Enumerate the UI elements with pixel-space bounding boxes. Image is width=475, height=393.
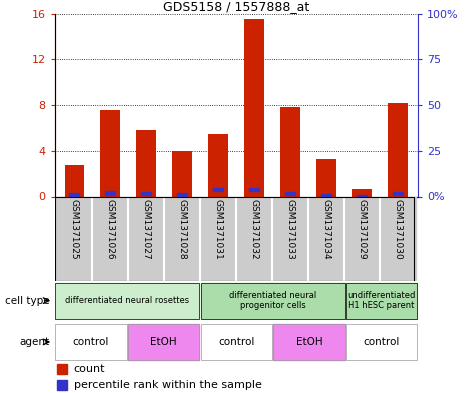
Bar (128, 324, 199, 360)
Bar (128, 196, 164, 281)
Bar (201, 324, 272, 360)
Bar (128, 324, 199, 360)
Title: GDS5158 / 1557888_at: GDS5158 / 1557888_at (163, 0, 309, 13)
Bar (237, 196, 272, 281)
Bar (101, 110, 120, 196)
Bar (285, 192, 295, 195)
Text: cell type: cell type (5, 296, 50, 306)
FancyBboxPatch shape (56, 283, 199, 319)
Bar (272, 196, 308, 281)
Bar (57, 380, 67, 391)
Bar (164, 196, 200, 281)
Bar (245, 20, 264, 196)
Text: count: count (74, 364, 105, 374)
Bar (346, 324, 417, 360)
Bar (389, 103, 408, 196)
Text: control: control (73, 337, 109, 347)
Bar (274, 324, 344, 360)
Text: GSM1371032: GSM1371032 (250, 199, 259, 260)
Bar (65, 165, 84, 196)
Text: GSM1371027: GSM1371027 (142, 199, 151, 260)
Bar (393, 192, 403, 195)
Bar (201, 283, 344, 319)
FancyBboxPatch shape (346, 283, 417, 319)
Bar (316, 159, 336, 196)
Text: percentile rank within the sample: percentile rank within the sample (74, 380, 262, 391)
Bar (105, 191, 115, 195)
Text: agent: agent (20, 337, 50, 347)
Text: GSM1371025: GSM1371025 (70, 199, 79, 260)
Text: differentiated neural rosettes: differentiated neural rosettes (65, 296, 190, 305)
Bar (200, 196, 237, 281)
Text: control: control (218, 337, 255, 347)
Bar (177, 193, 187, 196)
Bar (308, 196, 344, 281)
Bar (213, 188, 223, 191)
Bar (57, 196, 93, 281)
Text: GSM1371034: GSM1371034 (322, 199, 331, 260)
Text: GSM1371029: GSM1371029 (358, 199, 367, 260)
Bar (280, 107, 300, 196)
Text: EtOH: EtOH (295, 337, 323, 347)
Text: undifferentiated
H1 hESC parent: undifferentiated H1 hESC parent (348, 291, 416, 310)
Bar (346, 283, 417, 319)
Bar (56, 324, 126, 360)
Text: EtOH: EtOH (150, 337, 177, 347)
Bar (93, 196, 128, 281)
Bar (357, 195, 367, 198)
Text: GSM1371033: GSM1371033 (286, 199, 295, 260)
Text: GSM1371030: GSM1371030 (394, 199, 403, 260)
Bar (136, 130, 156, 196)
Bar (56, 283, 199, 319)
Bar (209, 134, 228, 196)
Bar (69, 193, 79, 196)
Text: control: control (363, 337, 400, 347)
Text: GSM1371031: GSM1371031 (214, 199, 223, 260)
Bar (56, 324, 126, 360)
Bar (274, 324, 344, 360)
Bar (352, 189, 372, 196)
Bar (344, 196, 380, 281)
Bar (380, 196, 416, 281)
Bar (201, 324, 272, 360)
Bar (346, 324, 417, 360)
FancyBboxPatch shape (201, 283, 344, 319)
Bar (57, 364, 67, 374)
Bar (321, 194, 331, 197)
Bar (249, 188, 259, 191)
Text: differentiated neural
progenitor cells: differentiated neural progenitor cells (229, 291, 316, 310)
Text: GSM1371028: GSM1371028 (178, 199, 187, 260)
Bar (142, 192, 152, 195)
Bar (172, 151, 192, 196)
Text: GSM1371026: GSM1371026 (106, 199, 115, 260)
